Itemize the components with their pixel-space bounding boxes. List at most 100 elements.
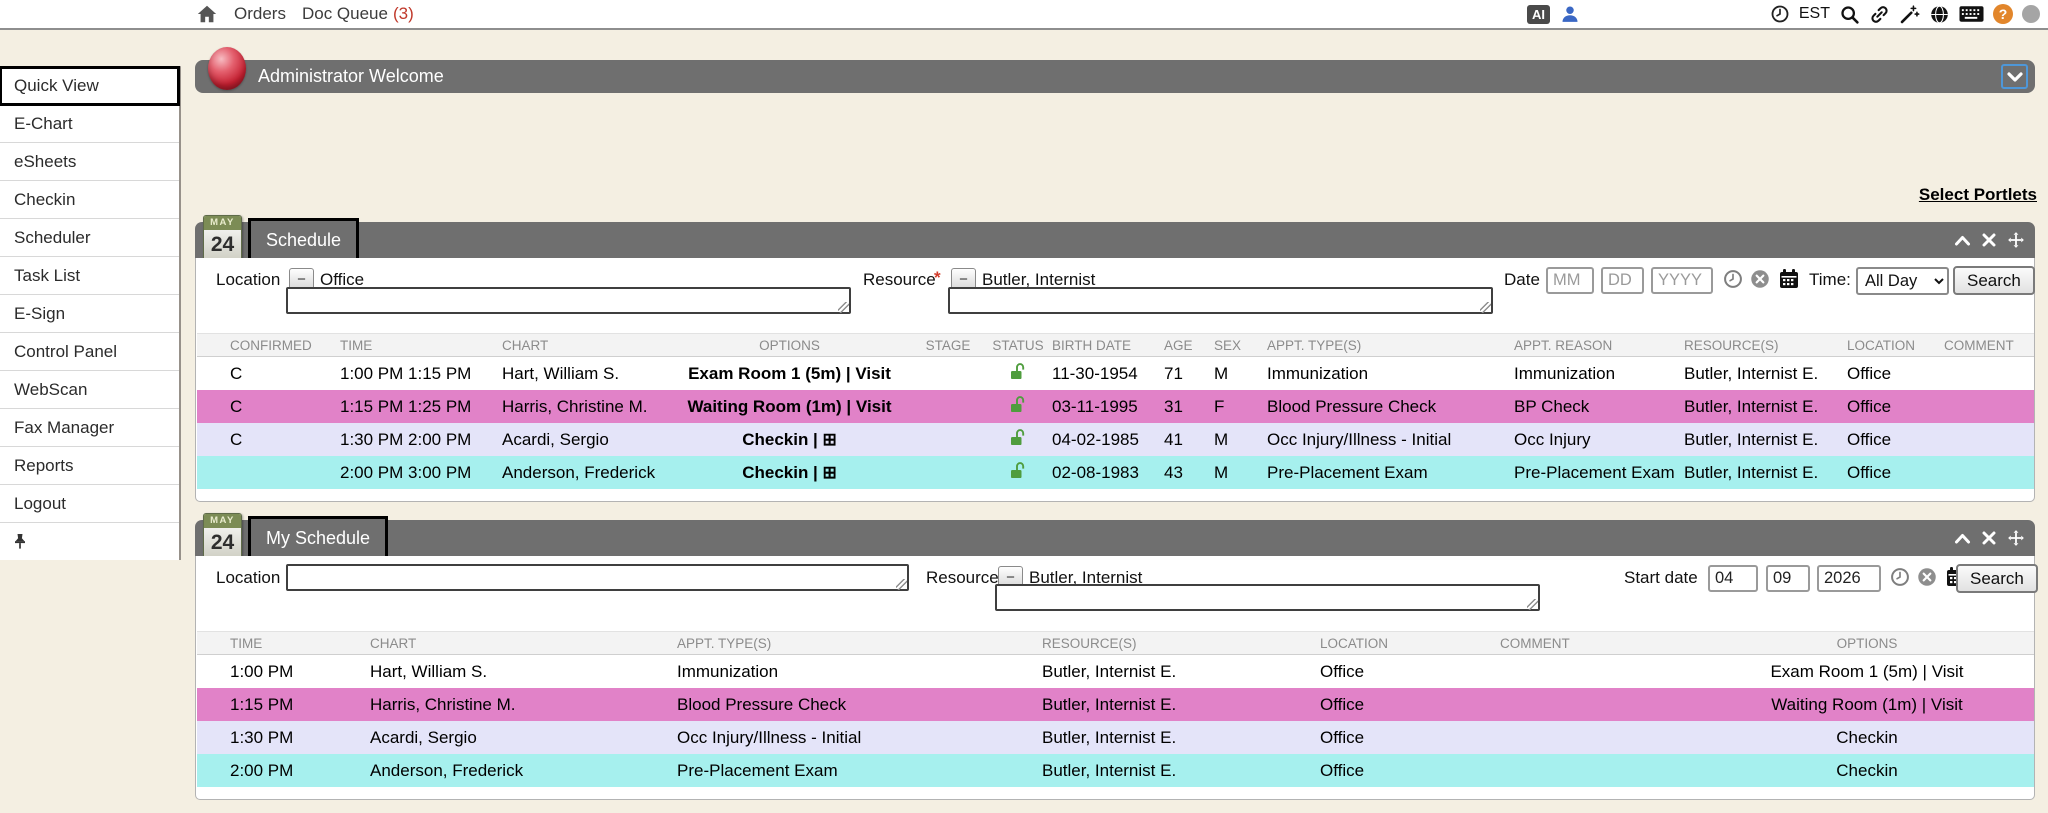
my-schedule-portlet-header: MAY 24 My Schedule bbox=[195, 513, 2035, 561]
sidebar-item-logout[interactable]: Logout bbox=[0, 485, 179, 523]
close-portlet-icon[interactable] bbox=[1982, 529, 1996, 547]
link-icon[interactable] bbox=[1869, 4, 1890, 25]
row-options-links[interactable]: Checkin bbox=[1836, 727, 1898, 747]
nav-orders[interactable]: Orders bbox=[234, 4, 286, 23]
start-date-year-input[interactable] bbox=[1817, 565, 1881, 592]
keyboard-icon[interactable] bbox=[1959, 5, 1984, 23]
resource-input[interactable] bbox=[948, 287, 1493, 314]
row-options-links[interactable]: Waiting Room (1m) | Visit bbox=[687, 396, 892, 416]
main-content: Administrator Welcome Select Portlets MA… bbox=[195, 0, 2038, 813]
user-icon[interactable] bbox=[1560, 4, 1580, 24]
sidebar-pin-toggle[interactable] bbox=[0, 523, 179, 560]
sidebar-item-checkin[interactable]: Checkin bbox=[0, 181, 179, 219]
pushpin-icon bbox=[13, 533, 27, 550]
schedule-table: CONFIRMED TIME CHART OPTIONS STAGE STATU… bbox=[197, 333, 2034, 489]
red-sphere-icon bbox=[208, 47, 246, 90]
sidebar-item-esheets[interactable]: eSheets bbox=[0, 143, 179, 181]
sidebar-item-control-panel[interactable]: Control Panel bbox=[0, 333, 179, 371]
schedule-search-button[interactable]: Search bbox=[1953, 266, 2035, 295]
start-date-label: Start date bbox=[1624, 568, 1698, 587]
my-schedule-row[interactable]: 1:00 PM Hart, William S. Immunization Bu… bbox=[197, 655, 2034, 688]
location-label: Location bbox=[216, 270, 281, 289]
resource-label: Resource bbox=[863, 270, 936, 289]
row-options-links[interactable]: Checkin bbox=[1836, 760, 1898, 780]
clear-date-icon[interactable] bbox=[1917, 567, 1937, 590]
calendar-page-icon: MAY 24 bbox=[203, 513, 242, 559]
schedule-portlet-body: Location − Office Resource * − Butler, I… bbox=[195, 258, 2035, 502]
my-schedule-portlet-body: Location Resource − Butler, Internist St… bbox=[195, 556, 2038, 800]
time-picker-clock-icon[interactable] bbox=[1723, 269, 1743, 292]
my-schedule-table-header: TIME CHART APPT. TYPE(S) RESOURCE(S) LOC… bbox=[197, 631, 2034, 655]
schedule-portlet: MAY 24 Schedule Location − Office bbox=[195, 215, 2035, 502]
schedule-table-header: CONFIRMED TIME CHART OPTIONS STAGE STATU… bbox=[197, 333, 2034, 357]
sidebar-item-reports[interactable]: Reports bbox=[0, 447, 179, 485]
row-options-links[interactable]: Checkin | ⊞ bbox=[742, 429, 837, 449]
row-options-links[interactable]: Exam Room 1 (5m) | Visit bbox=[688, 363, 891, 383]
sidebar-item-scheduler[interactable]: Scheduler bbox=[0, 219, 179, 257]
my-schedule-table: TIME CHART APPT. TYPE(S) RESOURCE(S) LOC… bbox=[197, 631, 2034, 787]
date-day-input[interactable] bbox=[1601, 267, 1644, 294]
collapse-portlet-icon[interactable] bbox=[1954, 529, 1971, 547]
globe-icon[interactable] bbox=[1929, 4, 1950, 25]
time-label: Time: bbox=[1809, 270, 1851, 289]
search-icon[interactable] bbox=[1839, 4, 1860, 25]
calendar-picker-icon[interactable] bbox=[1778, 268, 1800, 293]
timezone-label: EST bbox=[1798, 5, 1830, 22]
my-schedule-row[interactable]: 1:30 PM Acardi, Sergio Occ Injury/Illnes… bbox=[197, 721, 2034, 754]
sidebar-item-e-chart[interactable]: E-Chart bbox=[0, 105, 179, 143]
location-input[interactable] bbox=[286, 564, 909, 591]
clock-icon[interactable] bbox=[1770, 4, 1790, 24]
sidebar-item-webscan[interactable]: WebScan bbox=[0, 371, 179, 409]
schedule-row[interactable]: C 1:15 PM 1:25 PM Harris, Christine M. W… bbox=[197, 390, 2034, 423]
chevron-down-icon bbox=[2006, 71, 2023, 83]
magic-wand-icon[interactable] bbox=[1899, 4, 1920, 25]
unlocked-icon[interactable] bbox=[984, 461, 1052, 485]
ai-assistant-icon[interactable]: AI bbox=[1527, 4, 1550, 24]
nav-doc-queue[interactable]: Doc Queue (3) bbox=[301, 4, 414, 23]
help-icon[interactable]: ? bbox=[1993, 4, 2013, 24]
welcome-banner: Administrator Welcome bbox=[195, 47, 2035, 93]
date-month-input[interactable] bbox=[1546, 267, 1594, 294]
unlocked-icon[interactable] bbox=[984, 362, 1052, 386]
resource-input[interactable] bbox=[995, 584, 1540, 611]
calendar-page-icon: MAY 24 bbox=[203, 215, 242, 261]
time-picker-clock-icon[interactable] bbox=[1890, 567, 1910, 590]
resource-collapse-minus-button[interactable]: − bbox=[998, 566, 1023, 588]
unlocked-icon[interactable] bbox=[984, 428, 1052, 452]
sidebar-item-fax-manager[interactable]: Fax Manager bbox=[0, 409, 179, 447]
row-options-links[interactable]: Checkin | ⊞ bbox=[742, 462, 837, 482]
sidebar-item-task-list[interactable]: Task List bbox=[0, 257, 179, 295]
status-dot-icon[interactable] bbox=[2022, 5, 2040, 23]
schedule-row[interactable]: C 1:30 PM 2:00 PM Acardi, Sergio Checkin… bbox=[197, 423, 2034, 456]
schedule-row[interactable]: 2:00 PM 3:00 PM Anderson, Frederick Chec… bbox=[197, 456, 2034, 489]
my-schedule-row[interactable]: 2:00 PM Anderson, Frederick Pre-Placemen… bbox=[197, 754, 2034, 787]
my-schedule-portlet: MAY 24 My Schedule Location Resour bbox=[195, 513, 2038, 800]
welcome-collapse-button[interactable] bbox=[2001, 64, 2028, 89]
close-portlet-icon[interactable] bbox=[1982, 231, 1996, 249]
my-schedule-portlet-title: My Schedule bbox=[248, 516, 389, 561]
start-date-month-input[interactable] bbox=[1708, 565, 1758, 592]
my-schedule-search-button[interactable]: Search bbox=[1956, 564, 2038, 593]
schedule-portlet-header: MAY 24 Schedule bbox=[195, 215, 2035, 263]
location-input[interactable] bbox=[286, 287, 851, 314]
clear-date-icon[interactable] bbox=[1750, 269, 1770, 292]
collapse-portlet-icon[interactable] bbox=[1954, 231, 1971, 249]
time-select[interactable]: All Day bbox=[1856, 267, 1949, 295]
row-options-links[interactable]: Waiting Room (1m) | Visit bbox=[1771, 694, 1963, 714]
move-portlet-icon[interactable] bbox=[2007, 231, 2025, 249]
select-portlets-link[interactable]: Select Portlets bbox=[1918, 185, 2037, 204]
sidebar-item-quick-view[interactable]: Quick View bbox=[0, 66, 180, 106]
row-options-links[interactable]: Exam Room 1 (5m) | Visit bbox=[1770, 661, 1964, 681]
unlocked-icon[interactable] bbox=[984, 395, 1052, 419]
sidebar-item-e-sign[interactable]: E-Sign bbox=[0, 295, 179, 333]
schedule-row[interactable]: C 1:00 PM 1:15 PM Hart, William S. Exam … bbox=[197, 357, 2034, 390]
my-schedule-row[interactable]: 1:15 PM Harris, Christine M. Blood Press… bbox=[197, 688, 2034, 721]
location-label: Location bbox=[216, 568, 281, 587]
start-date-day-input[interactable] bbox=[1766, 565, 1810, 592]
home-icon[interactable] bbox=[196, 3, 218, 25]
date-year-input[interactable] bbox=[1651, 267, 1713, 294]
sidebar: Quick View E-Chart eSheets Checkin Sched… bbox=[0, 66, 181, 560]
schedule-portlet-title: Schedule bbox=[248, 218, 360, 263]
location-value: Office bbox=[320, 270, 365, 289]
move-portlet-icon[interactable] bbox=[2007, 529, 2025, 547]
